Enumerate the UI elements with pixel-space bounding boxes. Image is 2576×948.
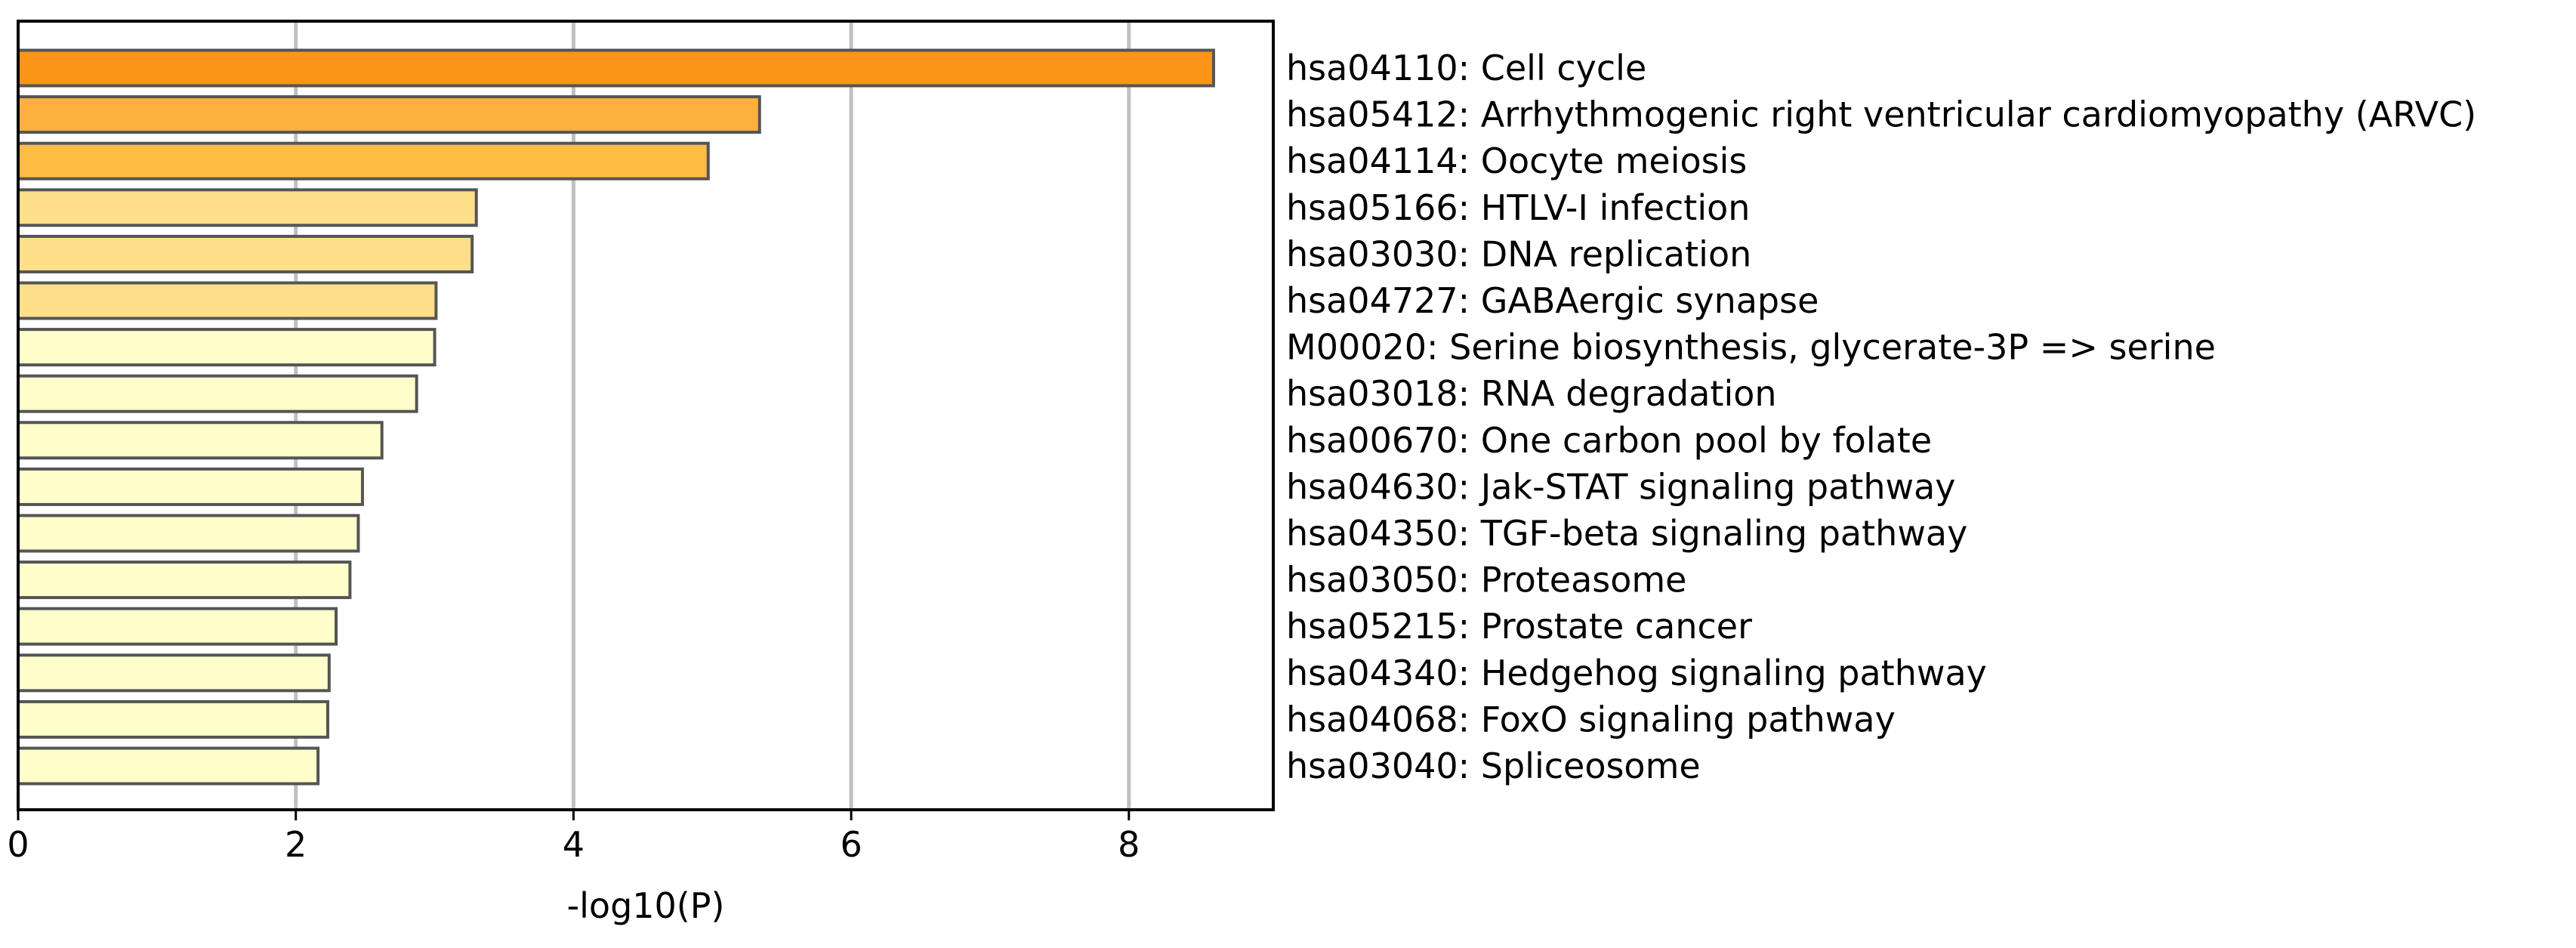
category-label: hsa04350: TGF-beta signaling pathway bbox=[1286, 513, 1967, 554]
x-tick-label: 2 bbox=[285, 824, 307, 865]
bar bbox=[17, 514, 360, 553]
category-label: hsa04727: GABAergic synapse bbox=[1286, 280, 1819, 321]
bar bbox=[17, 95, 761, 134]
bar bbox=[17, 421, 384, 460]
x-tick-label: 4 bbox=[563, 824, 585, 865]
category-label: hsa03018: RNA degradation bbox=[1286, 373, 1777, 414]
category-label: hsa04114: Oocyte meiosis bbox=[1286, 141, 1747, 181]
x-tick-label: 6 bbox=[840, 824, 862, 865]
category-labels: hsa04110: Cell cycle hsa05412: Arrhythmog… bbox=[1286, 48, 2476, 786]
bar bbox=[17, 281, 438, 320]
bar bbox=[17, 699, 329, 739]
category-label: hsa05412: Arrhythmogenic right ventricul… bbox=[1286, 94, 2476, 135]
category-label: hsa05166: HTLV-I infection bbox=[1286, 187, 1750, 228]
bar bbox=[17, 560, 352, 600]
category-label: hsa04340: Hedgehog signaling pathway bbox=[1286, 653, 1987, 693]
bar bbox=[17, 374, 418, 413]
category-label: hsa03030: DNA replication bbox=[1286, 233, 1751, 274]
bar bbox=[17, 48, 1215, 88]
category-label: hsa03050: Proteasome bbox=[1286, 560, 1686, 601]
bar bbox=[17, 607, 338, 646]
category-label: hsa00670: One carbon pool by folate bbox=[1286, 420, 1932, 461]
category-label: hsa04630: Jak-STAT signaling pathway bbox=[1286, 466, 1956, 507]
bar bbox=[17, 653, 331, 693]
category-label: hsa03040: Spliceosome bbox=[1286, 746, 1701, 786]
bar bbox=[17, 328, 437, 367]
grid-lines bbox=[294, 21, 1131, 810]
x-axis-label: -log10(P) bbox=[567, 885, 725, 926]
bar bbox=[17, 234, 474, 273]
category-label: M00020: Serine biosynthesis, glycerate-3… bbox=[1286, 327, 2216, 368]
bar bbox=[17, 188, 478, 227]
plot-frame bbox=[17, 20, 1275, 811]
category-label: hsa04068: FoxO signaling pathway bbox=[1286, 699, 1896, 740]
bar bbox=[17, 467, 364, 506]
bars bbox=[17, 48, 1215, 786]
category-label: hsa05215: Prostate cancer bbox=[1286, 606, 1752, 647]
x-tick-label: 8 bbox=[1118, 824, 1140, 865]
x-tick-label: 0 bbox=[7, 824, 29, 865]
bar bbox=[17, 746, 320, 786]
x-ticks: 0 2 4 6 8 bbox=[7, 810, 1140, 865]
bar bbox=[17, 141, 710, 181]
category-label: hsa04110: Cell cycle bbox=[1286, 48, 1646, 88]
